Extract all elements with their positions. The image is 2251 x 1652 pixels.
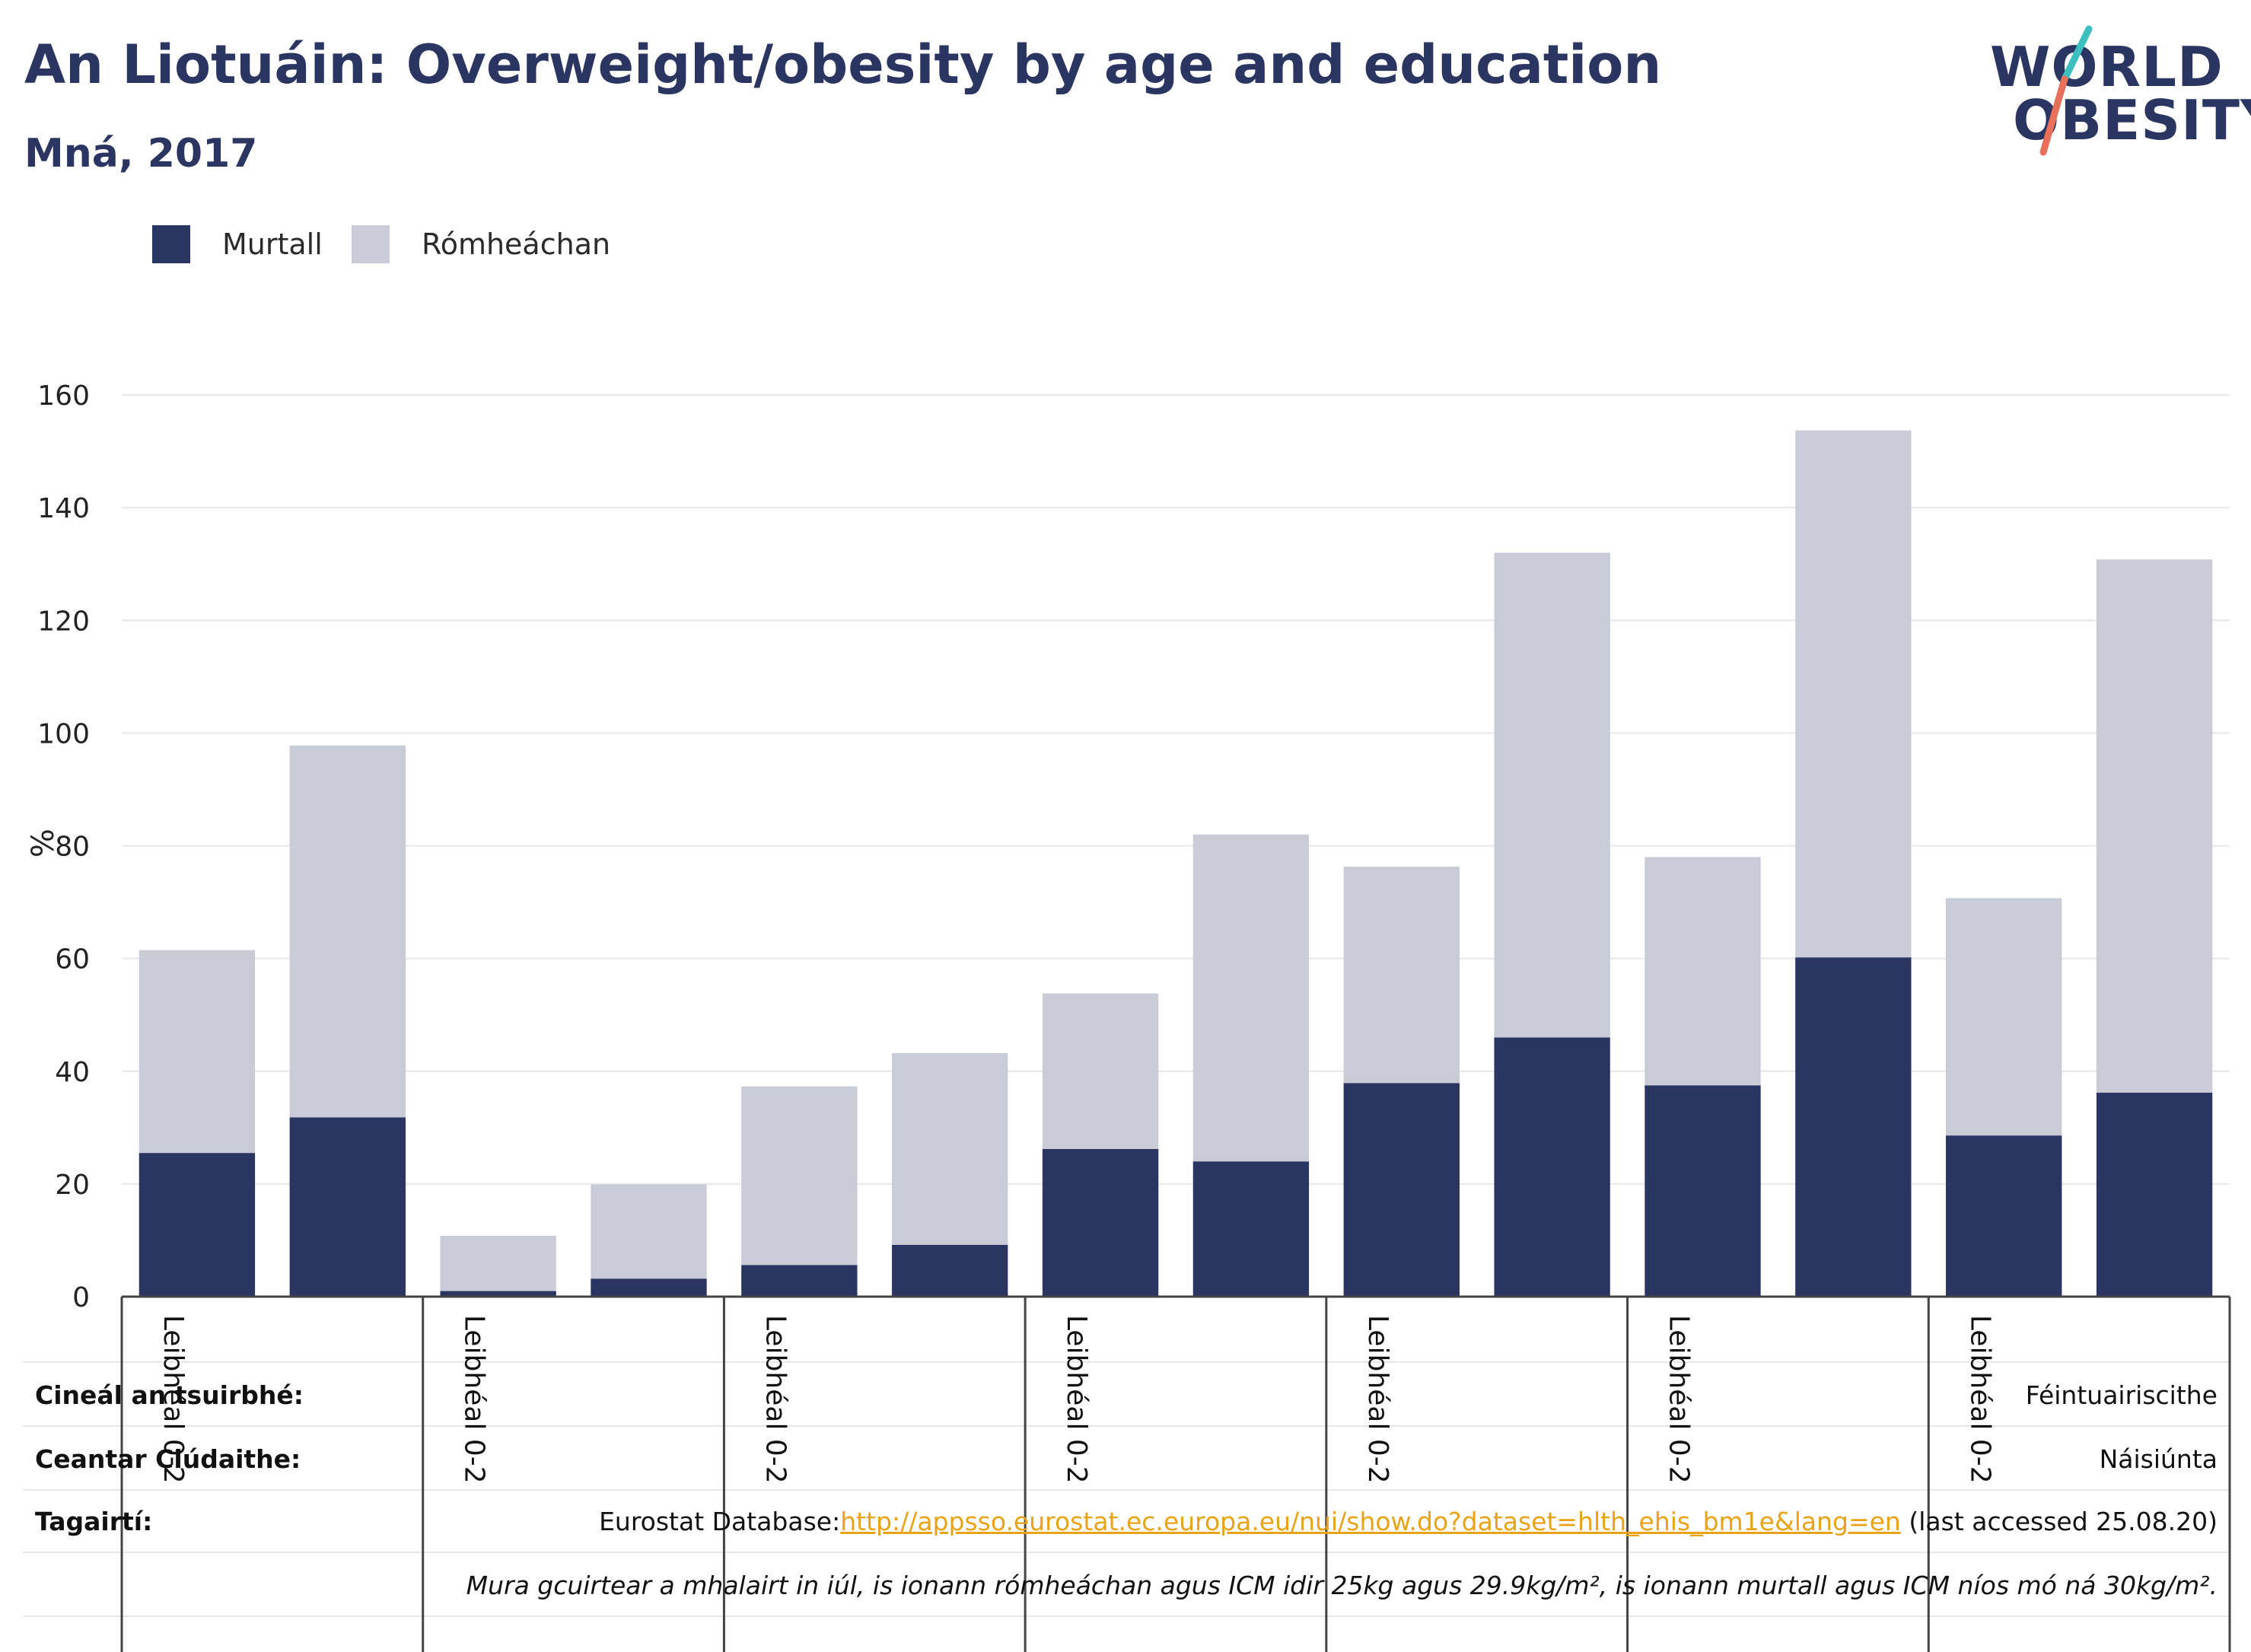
y-tick-label: 120	[37, 606, 90, 637]
y-tick-label: 160	[37, 380, 90, 412]
x-label-layer: Leibhéal 0-2 Leibhéal 0-2 Leibhéal 0-2 Leib…	[158, 1315, 1995, 1484]
legend-label-romheachan: Rómheáchan	[422, 228, 611, 261]
info-value-references: Eurostat Database:http://appsso.eurostat…	[599, 1507, 2218, 1536]
x-group-label: Leibhéal 0-2	[459, 1315, 490, 1484]
bar-murtall	[2096, 1092, 2213, 1297]
page-subtitle: Mná, 2017	[24, 131, 258, 177]
bar-romheachan	[591, 1184, 707, 1279]
page-title: An Liotuáin: Overweight/obesity by age a…	[24, 33, 1662, 96]
y-tick-label: 0	[72, 1282, 90, 1313]
bar-murtall	[289, 1117, 406, 1297]
info-label-references: Tagairtí:	[35, 1507, 153, 1536]
bar-romheachan	[1795, 430, 1912, 958]
reference-link[interactable]: http://appsso.eurostat.ec.europa.eu/nui/…	[840, 1507, 1901, 1536]
bar-romheachan	[138, 950, 256, 1154]
grid-layer	[122, 394, 2230, 1185]
bar-murtall	[591, 1278, 707, 1297]
info-value-area-covered: Náisiúnta	[2099, 1444, 2218, 1474]
y-tick-label: 100	[37, 718, 90, 750]
legend-swatch-murtall	[152, 225, 190, 263]
bar-romheachan	[1042, 993, 1159, 1149]
x-group-label: Leibhéal 0-2	[759, 1315, 791, 1484]
definition-note: Mura gcuirtear a mhalairt in iúl, is ion…	[466, 1571, 2218, 1600]
bar-romheachan	[289, 745, 406, 1118]
legend-item-murtall: Murtall	[152, 225, 323, 263]
x-group-label: Leibhéal 0-2	[158, 1315, 189, 1484]
legend-item-romheachan: Rómheáchan	[352, 225, 610, 263]
bar-layer	[138, 430, 2213, 1297]
bar-murtall	[1946, 1135, 2062, 1297]
bar-romheachan	[1644, 857, 1761, 1086]
x-group-label: Leibhéal 0-2	[1664, 1315, 1695, 1484]
info-table-lines	[23, 1297, 2231, 1652]
x-group-label: Leibhéal 0-2	[1964, 1315, 1995, 1484]
x-group-label: Leibhéal 0-2	[1362, 1315, 1393, 1484]
y-tick-label: 80	[55, 832, 90, 863]
legend-swatch-romheachan	[352, 225, 390, 263]
axis-layer: 0 20 40 60 80 100 120 140 160%	[26, 380, 2230, 1313]
bar-murtall	[741, 1265, 858, 1297]
logo-line-world: WORLD	[1990, 35, 2224, 99]
info-label-survey-type: Cineál an tsuirbhé:	[35, 1380, 304, 1410]
bar-romheachan	[1946, 898, 2062, 1136]
x-group-label: Leibhéal 0-2	[1061, 1315, 1092, 1484]
y-axis-label: %	[26, 829, 61, 858]
bar-romheachan	[741, 1086, 858, 1265]
bar-romheachan	[1494, 552, 1610, 1038]
bar-murtall	[892, 1244, 1008, 1297]
logo-slash-icon	[2039, 25, 2093, 156]
info-label-area-covered: Ceantar Clúdaithe:	[35, 1444, 301, 1474]
bar-murtall	[440, 1291, 556, 1297]
bar-murtall	[1494, 1037, 1610, 1297]
bar-murtall	[1042, 1148, 1159, 1297]
bar-murtall	[1192, 1161, 1310, 1297]
reference-prefix: Eurostat Database:	[599, 1507, 841, 1536]
bar-murtall	[1795, 957, 1912, 1297]
bar-romheachan	[2096, 559, 2213, 1093]
legend-label-murtall: Murtall	[222, 228, 323, 261]
world-obesity-logo: WORLD OBESITY	[1990, 23, 2251, 160]
reference-suffix: (last accessed 25.08.20)	[1900, 1507, 2218, 1536]
y-tick-label: 40	[55, 1057, 90, 1088]
y-tick-label: 60	[55, 944, 90, 976]
y-tick-label: 20	[55, 1170, 90, 1201]
info-value-survey-type: Féintuairiscithe	[2025, 1380, 2218, 1410]
bar-murtall	[138, 1153, 256, 1297]
bar-romheachan	[440, 1236, 556, 1291]
bar-romheachan	[1192, 834, 1310, 1162]
y-tick-label: 140	[37, 493, 90, 524]
bar-murtall	[1343, 1083, 1460, 1297]
bar-murtall	[1644, 1085, 1761, 1297]
bar-romheachan	[1343, 866, 1460, 1084]
bar-romheachan	[892, 1053, 1008, 1245]
